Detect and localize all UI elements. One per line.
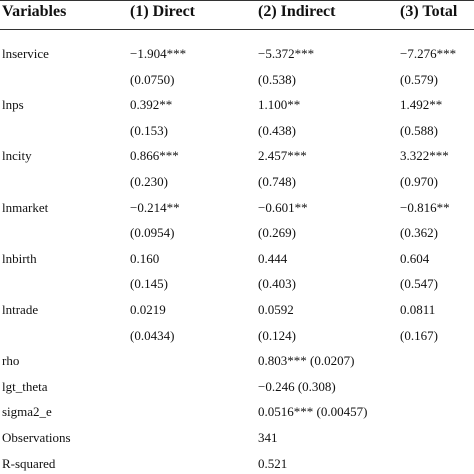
table-cell: 1.492** bbox=[400, 97, 443, 113]
row-label: lncity bbox=[2, 148, 32, 164]
table-cell: 1.100** bbox=[258, 97, 301, 113]
row-label: sigma2_e bbox=[2, 404, 52, 420]
table-cell: 0.866*** bbox=[130, 148, 179, 164]
table-cell: 0.0811 bbox=[400, 302, 436, 317]
table-cell: (0.145) bbox=[130, 276, 168, 292]
table-cell: (0.748) bbox=[258, 174, 296, 189]
table-cell: (0.269) bbox=[258, 225, 296, 241]
table-cell: (0.0954) bbox=[130, 225, 175, 241]
column-header: (3) Total bbox=[400, 3, 458, 20]
row-label: Observations bbox=[2, 430, 71, 445]
table-cell: −7.276*** bbox=[400, 46, 457, 61]
top-rule bbox=[0, 0, 474, 1]
table-cell: −5.372*** bbox=[258, 46, 315, 61]
table-cell: 0.0219 bbox=[130, 302, 166, 317]
table-cell: 0.0516*** (0.00457) bbox=[258, 404, 368, 420]
table-cell: −0.601** bbox=[258, 199, 308, 215]
table-cell: −0.246 (0.308) bbox=[258, 378, 336, 394]
table-cell: (0.153) bbox=[130, 122, 168, 138]
table-cell: 0.0592 bbox=[258, 302, 294, 317]
table-cell: (0.230) bbox=[130, 174, 168, 189]
row-label: lnps bbox=[2, 97, 24, 113]
header-rule bbox=[0, 29, 474, 30]
table-cell: 0.803*** (0.0207) bbox=[258, 353, 355, 369]
table-cell: 341 bbox=[258, 430, 278, 445]
table-cell: (0.124) bbox=[258, 327, 296, 343]
table-cell: 3.322*** bbox=[400, 148, 449, 164]
table-cell: −0.214** bbox=[130, 199, 180, 215]
row-label: lnbirth bbox=[2, 250, 37, 266]
row-label: rho bbox=[2, 353, 20, 369]
table-cell: (0.362) bbox=[400, 225, 438, 241]
column-header: Variables bbox=[2, 3, 67, 20]
table-cell: (0.547) bbox=[400, 276, 438, 292]
table-cell: 0.392** bbox=[130, 97, 173, 113]
table-cell: 2.457*** bbox=[258, 148, 307, 164]
table-cell: −0.816** bbox=[400, 199, 450, 215]
table-cell: (0.970) bbox=[400, 174, 438, 189]
row-label: lnservice bbox=[2, 46, 49, 61]
table-cell: (0.0434) bbox=[130, 327, 175, 343]
table-cell: (0.438) bbox=[258, 122, 296, 138]
table-cell: 0.160 bbox=[130, 250, 160, 266]
table-cell: (0.0750) bbox=[130, 71, 175, 87]
row-label: lntrade bbox=[2, 302, 39, 317]
table-cell: 0.521 bbox=[258, 455, 288, 471]
column-header: (2) Indirect bbox=[258, 3, 336, 20]
table-cell: (0.167) bbox=[400, 327, 438, 343]
row-label: lgt_theta bbox=[2, 378, 48, 394]
table-cell: 0.444 bbox=[258, 250, 288, 266]
table-cell: (0.538) bbox=[258, 71, 296, 87]
table-cell: (0.579) bbox=[400, 71, 438, 87]
table-cell: −1.904*** bbox=[130, 46, 187, 61]
row-label: R-squared bbox=[2, 455, 56, 471]
table-cell: (0.588) bbox=[400, 122, 438, 138]
column-header: (1) Direct bbox=[130, 3, 195, 20]
table-cell: (0.403) bbox=[258, 276, 296, 292]
row-label: lnmarket bbox=[2, 199, 49, 215]
table-cell: 0.604 bbox=[400, 250, 430, 266]
